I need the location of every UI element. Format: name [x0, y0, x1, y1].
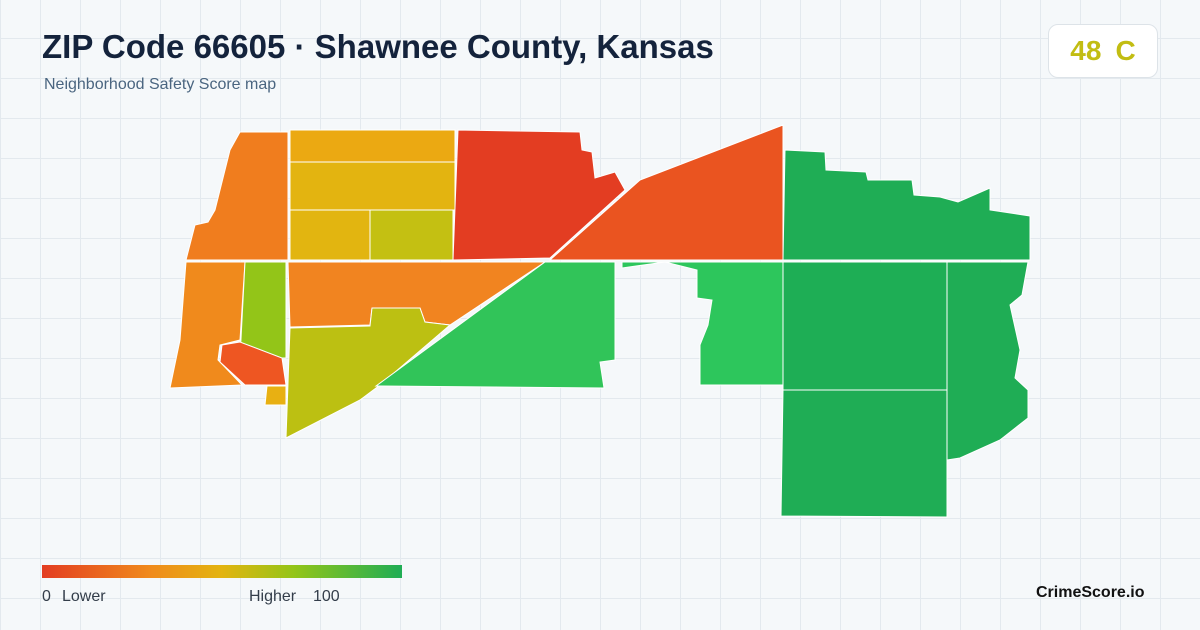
- area: [782, 149, 1031, 261]
- area: [185, 131, 289, 261]
- area: [452, 129, 626, 261]
- legend-max-label: Higher: [249, 588, 297, 605]
- area: [621, 261, 784, 386]
- area: [289, 209, 371, 261]
- title: ZIP Code 66605 · Shawnee County, Kansas: [42, 28, 714, 65]
- legend-min-label: Lower: [62, 588, 106, 605]
- area: [374, 261, 616, 389]
- area: [219, 341, 287, 386]
- area: [946, 261, 1029, 461]
- brand: CrimeScore.io: [1036, 584, 1145, 601]
- legend-min: 0: [42, 588, 51, 605]
- legend-gradient: [42, 565, 402, 578]
- area: [780, 389, 948, 518]
- area: [369, 209, 454, 261]
- area: [264, 385, 287, 406]
- subtitle: Neighborhood Safety Score map: [44, 76, 277, 93]
- area: [285, 307, 452, 439]
- score-badge: 48 C: [1048, 24, 1158, 78]
- area: [782, 261, 948, 391]
- score-value: 48: [1070, 35, 1102, 66]
- area: [239, 261, 287, 359]
- legend-max: 100: [313, 588, 340, 605]
- score-grade: C: [1115, 35, 1136, 66]
- area: [289, 129, 456, 163]
- area: [289, 161, 456, 211]
